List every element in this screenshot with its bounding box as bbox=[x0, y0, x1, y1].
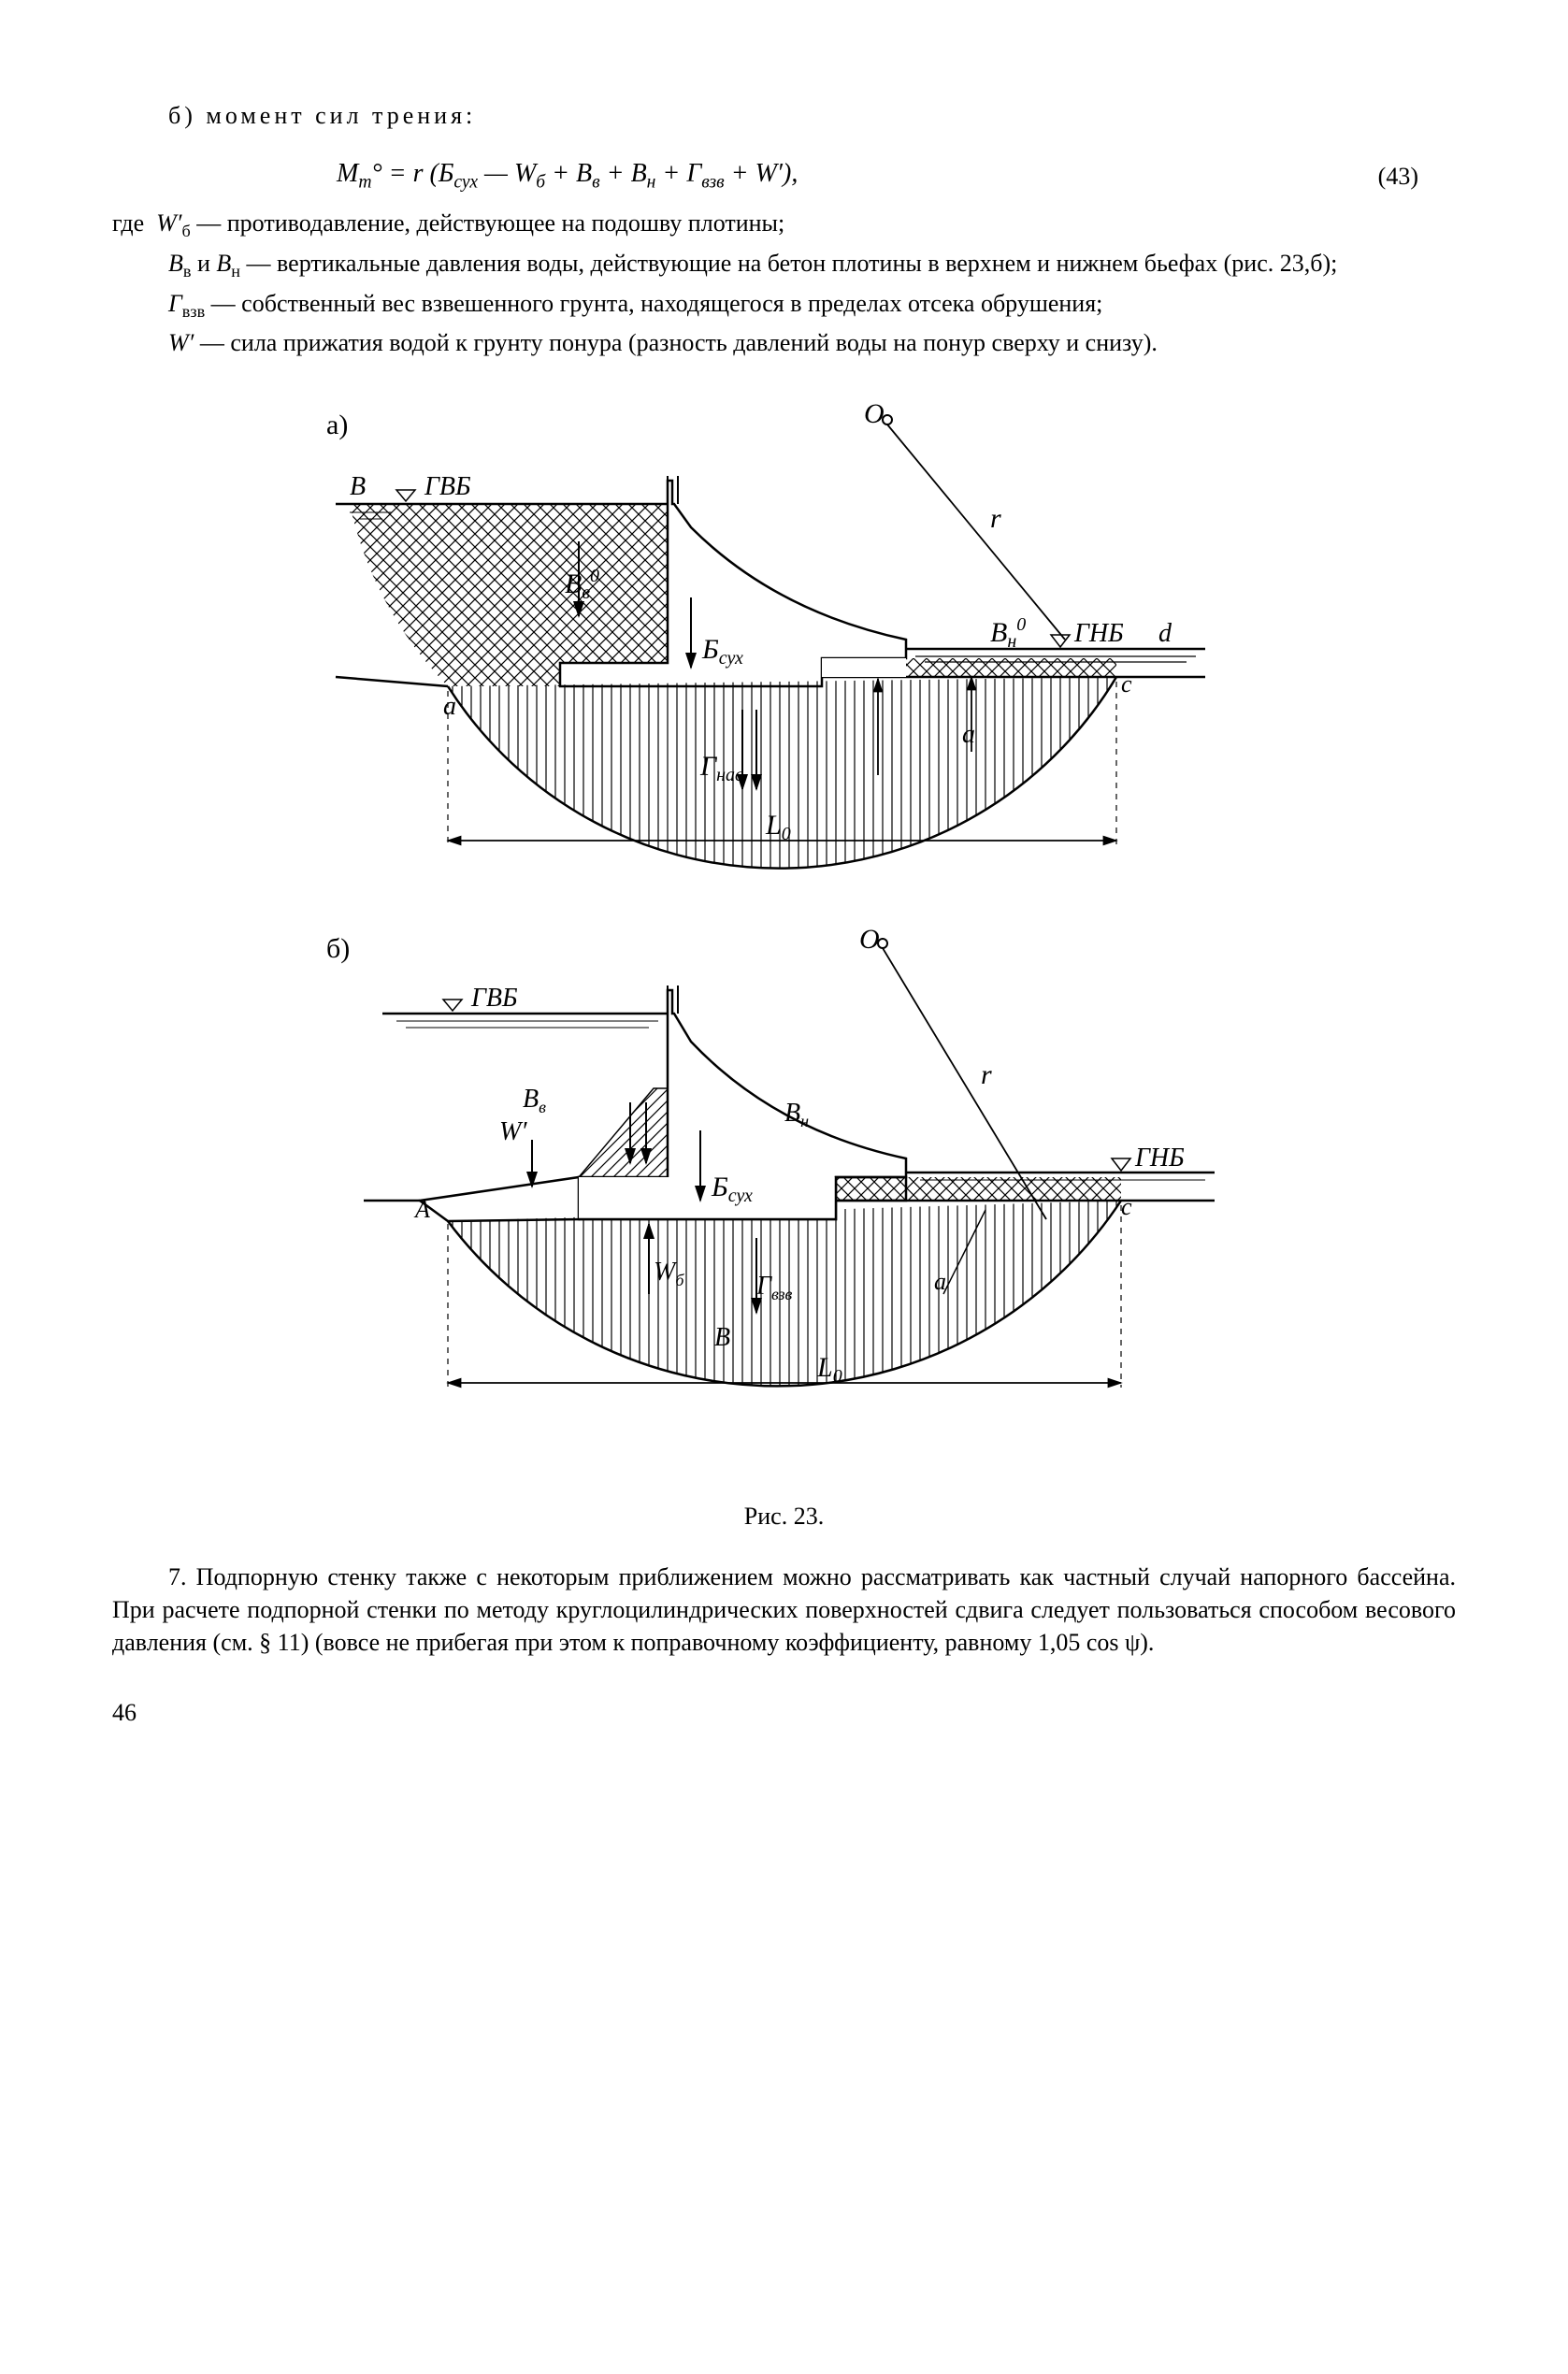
section-label-b: б) момент сил трения: bbox=[168, 99, 1456, 132]
label-Bn0-a: Bн0 bbox=[990, 614, 1026, 652]
figure-panel-b: б) O r ГВБ Bв W′ Bн bbox=[326, 924, 1215, 1388]
definitions-block: где W′б — противодавление, действующее н… bbox=[112, 207, 1456, 359]
panel-a-label: а) bbox=[326, 410, 348, 440]
figure-caption: Рис. 23. bbox=[298, 1500, 1271, 1532]
def-Wprime: W′ — сила прижатия водой к грунту понура… bbox=[112, 326, 1456, 359]
label-B-a: B bbox=[350, 472, 366, 501]
def-W6: где W′б — противодавление, действующее н… bbox=[112, 207, 1456, 243]
label-a-right: a bbox=[962, 720, 975, 749]
label-c-a: c bbox=[1121, 670, 1132, 698]
label-r-b: r bbox=[981, 1059, 992, 1090]
def-Gvzv: Γвзв — собственный вес взвешенного грунт… bbox=[112, 287, 1456, 324]
label-O-b: O bbox=[859, 924, 880, 955]
label-d-a: d bbox=[1158, 619, 1172, 648]
label-GNB-a: ГНБ bbox=[1073, 619, 1124, 648]
figure-23: а) O r B ГВБ ГНБ d bbox=[298, 396, 1271, 1532]
label-GVB-a: ГВБ bbox=[424, 472, 471, 501]
paragraph-7: 7. Подпорную стенку также с некоторым пр… bbox=[112, 1561, 1456, 1659]
equation-body: Mт° = r (Бсух — Wб + Bв + Bн + Γвзв + W′… bbox=[337, 156, 798, 195]
panel-b-label: б) bbox=[326, 933, 350, 964]
label-GNB-b: ГНБ bbox=[1134, 1144, 1185, 1173]
label-Bn-b: Bн bbox=[784, 1099, 809, 1130]
label-B-bottom: B bbox=[714, 1323, 730, 1352]
label-GVB-b: ГВБ bbox=[470, 984, 518, 1013]
page-number: 46 bbox=[112, 1696, 1456, 1729]
figure-panel-a: а) O r B ГВБ ГНБ d bbox=[326, 398, 1205, 869]
def-Bv-Bn: Bв и Bн — вертикальные давления воды, де… bbox=[112, 247, 1456, 283]
equation-number: (43) bbox=[1378, 160, 1456, 193]
equation-43: Mт° = r (Бсух — Wб + Bв + Bн + Γвзв + W′… bbox=[337, 156, 1456, 195]
label-a-left: a bbox=[443, 692, 456, 721]
label-O-a: O bbox=[864, 398, 885, 429]
label-Wprime-b: W′ bbox=[499, 1117, 527, 1146]
label-r-a: r bbox=[990, 503, 1001, 534]
label-c-b: c bbox=[1121, 1193, 1132, 1220]
label-Bv-b: Bв bbox=[523, 1085, 546, 1116]
